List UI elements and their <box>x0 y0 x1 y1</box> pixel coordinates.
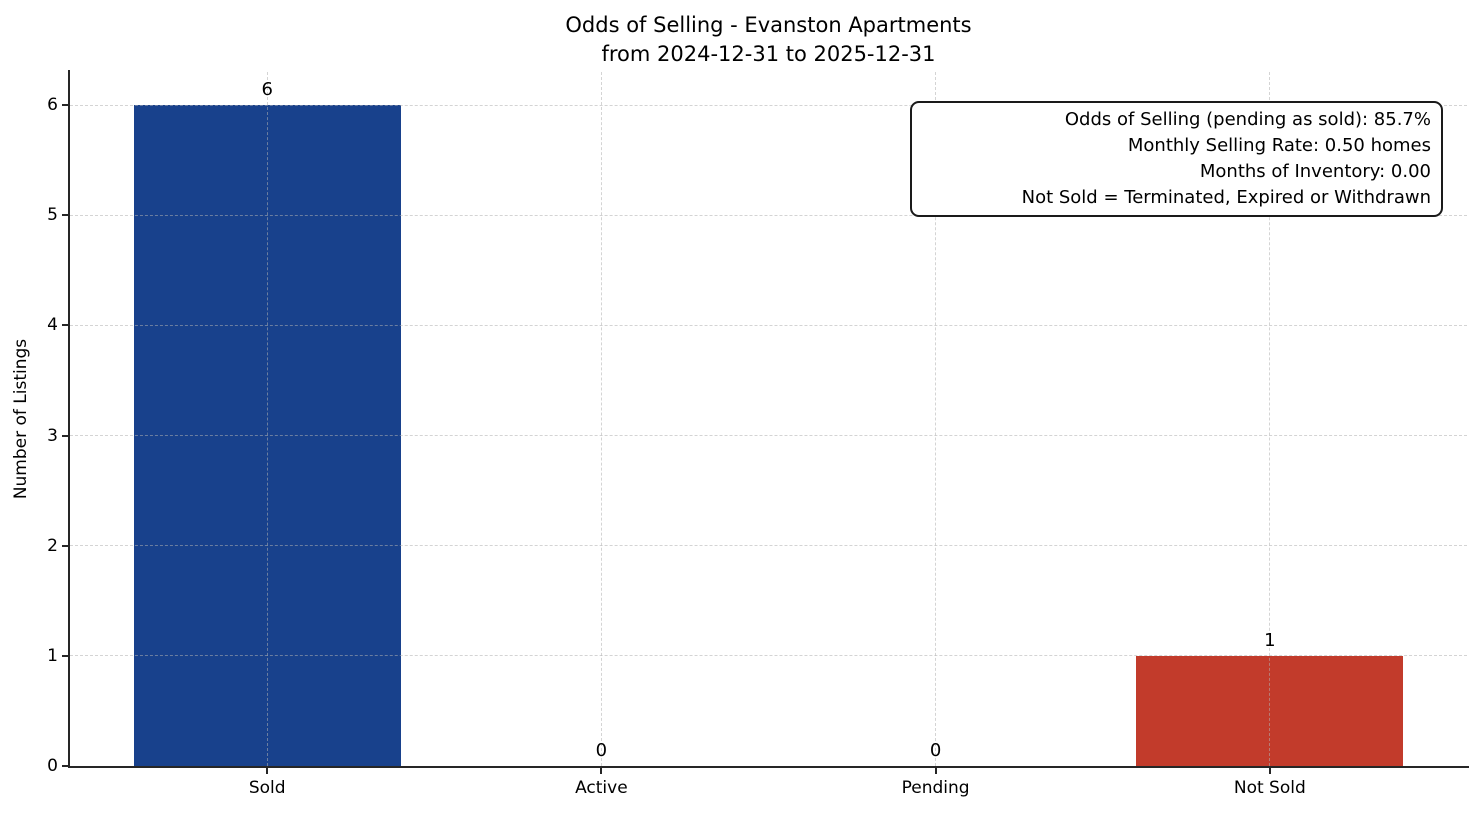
y-tick-label-0: 0 <box>47 756 58 776</box>
y-tick-label-2: 2 <box>47 535 58 556</box>
y-tick-label-4: 4 <box>47 315 58 336</box>
stat-not-sold-definition: Not Sold = Terminated, Expired or Withdr… <box>1021 187 1431 208</box>
gridline-y-5 <box>70 214 1467 216</box>
y-tick-label-3: 3 <box>47 425 58 446</box>
y-tick-3 <box>62 434 68 437</box>
x-tick-label-not-sold: Not Sold <box>1233 778 1306 798</box>
y-tick-5 <box>62 214 68 217</box>
gridline-x-sold <box>266 72 268 766</box>
x-tick-label-pending: Pending <box>901 778 970 798</box>
y-tick-1 <box>62 654 68 657</box>
y-tick-label-1: 1 <box>47 645 58 666</box>
chart-title: Odds of Selling - Evanston Apartments fr… <box>70 11 1467 69</box>
y-tick-label-6: 6 <box>47 95 58 116</box>
chart-title-line1: Odds of Selling - Evanston Apartments <box>565 13 972 37</box>
y-tick-0 <box>62 765 68 767</box>
chart-title-line2: from 2024-12-31 to 2025-12-31 <box>601 42 936 66</box>
value-label-active: 0 <box>595 740 608 761</box>
stat-months-of-inventory: Months of Inventory: 0.00 <box>1199 161 1431 182</box>
y-axis-label: Number of Listings <box>11 338 31 500</box>
stat-monthly-selling-rate: Monthly Selling Rate: 0.50 homes <box>1127 135 1431 156</box>
x-tick-sold <box>266 768 269 774</box>
gridline-x-active <box>600 72 602 766</box>
gridline-y-2 <box>70 545 1467 547</box>
y-tick-6 <box>62 104 68 107</box>
gridline-y-6 <box>70 104 1467 106</box>
value-label-not-sold: 1 <box>1264 629 1276 651</box>
x-tick-label-sold: Sold <box>248 778 286 798</box>
value-label-pending: 0 <box>929 740 942 761</box>
stat-odds-of-selling: Odds of Selling (pending as sold): 85.7% <box>1064 109 1431 130</box>
gridline-x-pending <box>935 72 937 766</box>
y-axis-spine <box>68 70 70 768</box>
y-tick-2 <box>62 544 68 547</box>
x-tick-label-active: Active <box>575 778 628 798</box>
y-tick-4 <box>62 324 68 327</box>
x-tick-pending <box>934 768 937 774</box>
stats-annotation-box: Odds of Selling (pending as sold): 85.7%… <box>910 101 1443 217</box>
gridline-y-1 <box>70 655 1467 657</box>
x-tick-active <box>600 768 603 774</box>
x-axis-spine <box>68 766 1469 768</box>
value-label-sold: 6 <box>261 79 273 101</box>
x-tick-not-sold <box>1268 768 1271 774</box>
gridline-x-not-sold <box>1269 72 1271 766</box>
gridline-y-3 <box>70 435 1467 437</box>
y-tick-label-5: 5 <box>47 205 58 226</box>
gridline-y-4 <box>70 324 1467 326</box>
